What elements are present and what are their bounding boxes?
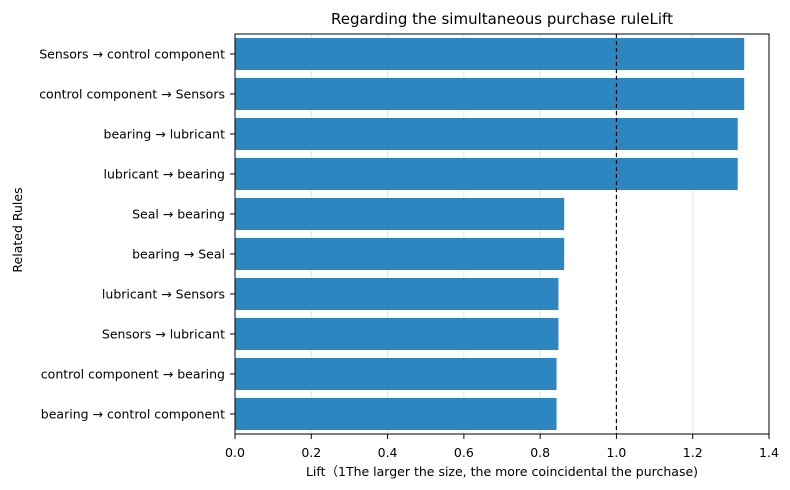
bar [235,38,745,70]
chart-title: Regarding the simultaneous purchase rule… [331,10,673,28]
bar [235,78,745,110]
bar [235,318,559,350]
bar [235,158,738,190]
x-tick-label: 0.2 [301,445,321,460]
category-label: bearing → lubricant [104,127,226,142]
category-label: bearing → Seal [132,247,225,262]
bar [235,398,557,430]
category-label: bearing → control component [41,407,225,422]
category-label: control component → bearing [41,367,225,382]
x-tick-label: 0.8 [530,445,550,460]
bar [235,278,559,310]
x-tick-label: 0.4 [378,445,398,460]
y-axis: Sensors → control component control compo… [39,47,235,422]
x-axis: 0.0 0.2 0.4 0.6 0.8 1.0 1.2 1.4 [225,434,779,460]
x-tick-label: 0.0 [225,445,245,460]
y-axis-label: Related Rules [10,187,25,272]
category-label: lubricant → Sensors [102,287,225,302]
x-tick-label: 1.4 [759,445,779,460]
category-label: Sensors → lubricant [102,327,225,342]
x-axis-label: Lift（1The larger the size, the more coin… [306,464,698,479]
bar [235,358,557,390]
category-label: control component → Sensors [39,87,225,102]
bar [235,118,738,150]
x-tick-label: 1.0 [606,445,626,460]
bars-layer [235,38,745,430]
category-label: Sensors → control component [39,47,225,62]
x-tick-label: 1.2 [683,445,703,460]
category-label: Seal → bearing [132,207,225,222]
bar [235,238,565,270]
bar [235,198,565,230]
plot-frame [234,33,770,435]
x-tick-label: 0.6 [454,445,474,460]
category-label: lubricant → bearing [104,167,225,182]
